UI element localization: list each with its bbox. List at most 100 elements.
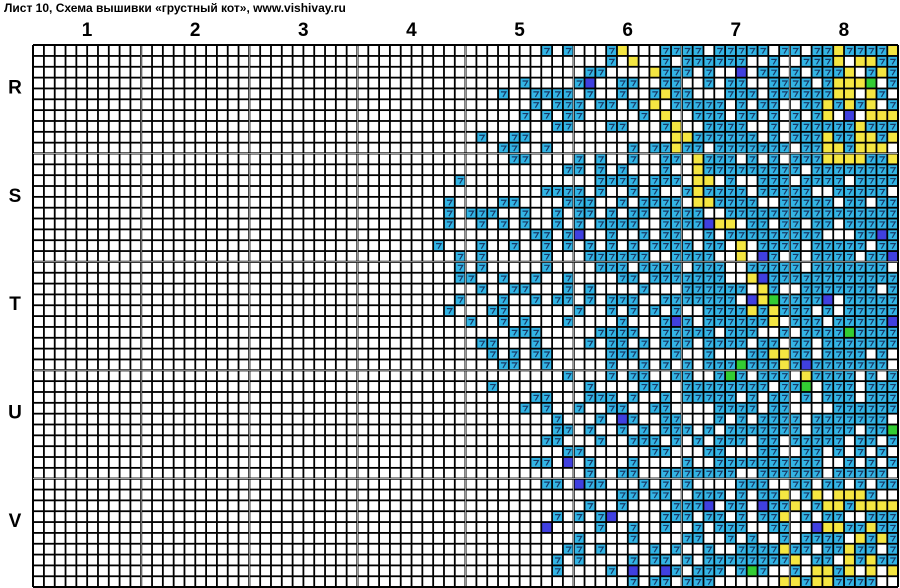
cell [55,111,65,121]
cell [617,317,627,327]
cell [866,577,876,587]
cell [455,522,465,532]
stitch-symbol [857,405,864,412]
cell [812,577,822,587]
cell [769,447,779,457]
cell [217,425,227,435]
cell [98,273,108,283]
cell [671,512,681,522]
cell [585,154,595,164]
stitch-symbol [846,145,854,152]
cell [282,544,292,554]
cell [553,284,563,294]
cell [336,111,346,121]
stitch-symbol [868,405,875,412]
cell [650,436,660,446]
cell [585,414,595,424]
cell [769,403,779,413]
cell [77,490,87,500]
cell [466,447,476,457]
cell [498,533,508,543]
stitch-symbol [890,481,897,488]
cell [88,403,98,413]
cell [423,555,433,565]
stitch-symbol [479,253,486,260]
stitch-symbol [749,557,756,564]
cell [239,317,249,327]
cell [390,533,400,543]
cell [325,414,335,424]
cell [239,306,249,316]
cell [812,56,822,66]
cell [834,403,844,413]
cell [369,89,379,99]
column-label: 6 [622,20,633,41]
cell [553,111,563,121]
stitch-symbol [717,557,724,564]
cell [131,317,141,327]
cell [574,566,584,576]
stitch-symbol [879,275,886,282]
stitch-symbol [846,362,854,369]
cell [163,56,173,66]
cell [88,262,98,272]
cell [401,436,411,446]
stitch-symbol [760,416,767,423]
cell [758,121,768,131]
stitch-symbol [706,579,713,586]
cell [412,490,422,500]
cell [228,360,238,370]
stitch-grid [32,44,899,588]
cell [423,544,433,554]
cell [217,132,227,142]
cell [55,197,65,207]
cell [888,176,898,186]
cell [769,56,779,66]
cell [704,273,714,283]
cell [866,176,876,186]
cell [671,165,681,175]
cell [380,468,390,478]
cell [55,468,65,478]
cell [142,273,152,283]
stitch-symbol [749,481,756,488]
cell [131,566,141,576]
stitch-symbol [868,297,875,304]
cell [293,273,303,283]
cell [358,67,368,77]
cell [671,121,681,131]
cell [704,566,714,576]
cell [380,349,390,359]
cell [747,46,757,56]
cell [607,566,617,576]
cell [196,165,206,175]
stitch-symbol [728,535,735,542]
cell [293,338,303,348]
cell [358,262,368,272]
cell [650,306,660,316]
cell [477,219,487,229]
cell [55,447,65,457]
cell [682,425,692,435]
cell [693,132,703,142]
cell [747,468,757,478]
cell [34,67,44,77]
cell [185,306,195,316]
cell [77,251,87,261]
cell [120,468,130,478]
cell [207,121,217,131]
stitch-symbol [890,102,897,109]
cell [217,338,227,348]
cell [390,197,400,207]
cell [650,56,660,66]
cell [142,78,152,88]
cell [682,327,692,337]
cell [780,241,790,251]
stitch-symbol [717,492,724,499]
cell [66,479,76,489]
stitch-symbol [738,438,745,445]
cell [769,132,779,142]
cell [682,176,692,186]
cell [55,176,65,186]
cell [596,371,606,381]
